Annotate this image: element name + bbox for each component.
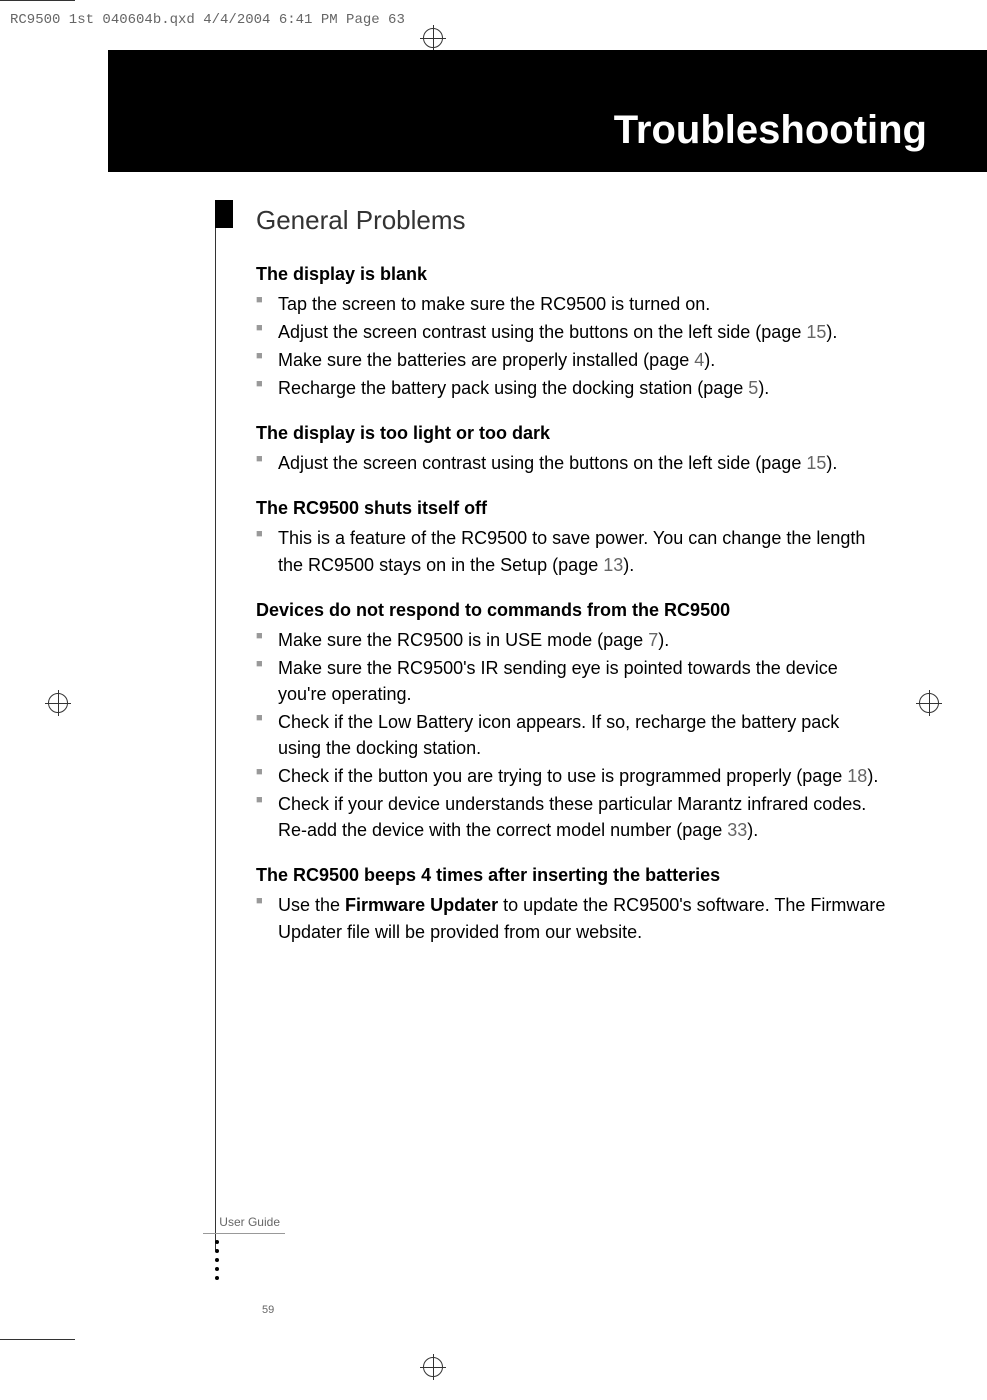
bullet-list: Tap the screen to make sure the RC9500 i… [256, 291, 887, 401]
list-item: Make sure the batteries are properly ins… [278, 347, 887, 373]
registration-mark-icon [420, 1354, 446, 1380]
content-area: General Problems The display is blank Tap… [215, 200, 887, 1250]
registration-mark-icon [420, 25, 446, 51]
bullet-list: Adjust the screen contrast using the but… [256, 450, 887, 476]
list-item: Make sure the RC9500's IR sending eye is… [278, 655, 887, 707]
list-item: Use the Firmware Updater to update the R… [278, 892, 887, 944]
footer-divider [203, 1233, 285, 1234]
problem-block: The RC9500 beeps 4 times after inserting… [256, 865, 887, 944]
problem-block: The RC9500 shuts itself off This is a fea… [256, 498, 887, 577]
footer-dots [215, 1240, 285, 1280]
problem-title: Devices do not respond to commands from … [256, 600, 887, 621]
list-item: Tap the screen to make sure the RC9500 i… [278, 291, 887, 317]
crop-mark [0, 0, 75, 1]
chapter-header: Troubleshooting [108, 50, 987, 172]
list-item: This is a feature of the RC9500 to save … [278, 525, 887, 577]
footer: User Guide [135, 1215, 285, 1285]
registration-mark-icon [916, 690, 942, 716]
list-item: Make sure the RC9500 is in USE mode (pag… [278, 627, 887, 653]
problem-block: Devices do not respond to commands from … [256, 600, 887, 844]
list-item: Recharge the battery pack using the dock… [278, 375, 887, 401]
problem-block: The display is too light or too dark Adju… [256, 423, 887, 476]
registration-mark-icon [45, 690, 71, 716]
list-item: Check if your device understands these p… [278, 791, 887, 843]
list-item: Check if the button you are trying to us… [278, 763, 887, 789]
chapter-title: Troubleshooting [614, 108, 927, 153]
section-title: General Problems [256, 205, 887, 236]
bullet-list: This is a feature of the RC9500 to save … [256, 525, 887, 577]
problem-title: The RC9500 shuts itself off [256, 498, 887, 519]
list-item: Adjust the screen contrast using the but… [278, 319, 887, 345]
list-item: Adjust the screen contrast using the but… [278, 450, 887, 476]
problem-title: The display is too light or too dark [256, 423, 887, 444]
problem-block: The display is blank Tap the screen to ma… [256, 264, 887, 401]
problem-title: The RC9500 beeps 4 times after inserting… [256, 865, 887, 886]
page-number: 59 [262, 1304, 274, 1316]
section-marker-icon [215, 200, 233, 228]
bullet-list: Use the Firmware Updater to update the R… [256, 892, 887, 944]
footer-label: User Guide [135, 1215, 285, 1229]
crop-mark [0, 1339, 75, 1340]
bullet-list: Make sure the RC9500 is in USE mode (pag… [256, 627, 887, 844]
problems-container: The display is blank Tap the screen to ma… [256, 264, 887, 945]
problem-title: The display is blank [256, 264, 887, 285]
file-metadata: RC9500 1st 040604b.qxd 4/4/2004 6:41 PM … [10, 12, 405, 28]
list-item: Check if the Low Battery icon appears. I… [278, 709, 887, 761]
